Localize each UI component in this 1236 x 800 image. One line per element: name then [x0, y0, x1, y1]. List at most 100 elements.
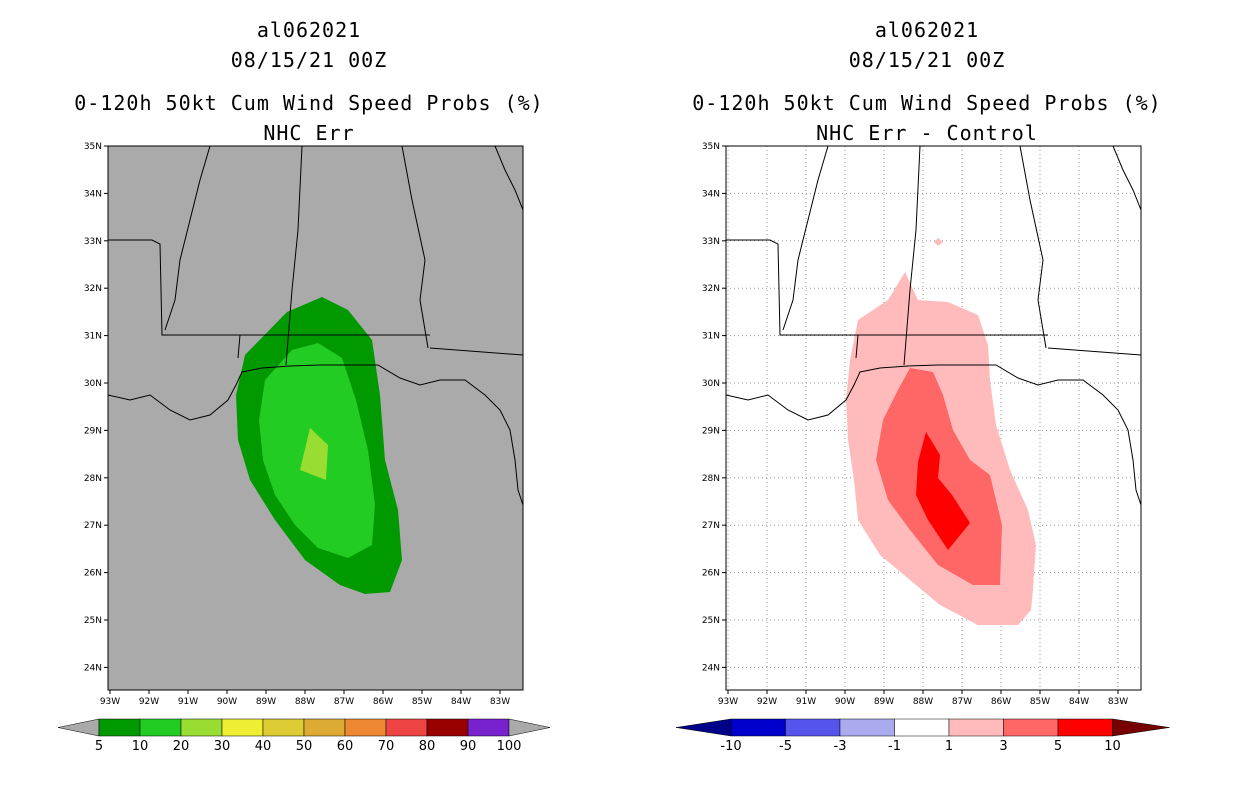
- right-map-frame: [725, 145, 1142, 691]
- lon-label: 87W: [952, 697, 972, 707]
- lon-label: 89W: [874, 697, 894, 707]
- right-contour-5: [916, 432, 970, 550]
- colorbar-swatch: [98, 718, 141, 737]
- colorbar-swatch: [139, 718, 182, 737]
- left-panel: al062021 08/15/21 00Z 0-120h 50kt Cum Wi…: [57, 18, 551, 754]
- colorbar-swatch: [894, 718, 950, 737]
- lon-label: 84W: [1069, 697, 1089, 707]
- left-storm-id: al062021: [256, 18, 362, 42]
- colorbar-swatch: [262, 718, 305, 737]
- lat-label: 33N: [702, 237, 720, 247]
- left-coastlines: [108, 146, 523, 506]
- colorbar-swatch: [467, 718, 510, 737]
- lat-label: 25N: [702, 616, 720, 626]
- lat-label: 35N: [84, 142, 102, 152]
- lon-label: 88W: [913, 697, 933, 707]
- colorbar-label: 3: [999, 739, 1007, 754]
- lon-label: 93W: [100, 697, 120, 707]
- colorbar-label: -10: [720, 739, 741, 754]
- colorbar-swatch: [839, 718, 895, 737]
- lat-label: 29N: [84, 426, 102, 436]
- colorbar-swatch: [785, 718, 841, 737]
- right-contour-3: [876, 368, 1002, 585]
- colorbar-low-end: [675, 718, 732, 737]
- colorbar-label: 30: [214, 739, 231, 754]
- colorbar-swatch: [426, 718, 469, 737]
- colorbar-label: -1: [888, 739, 901, 754]
- lat-label: 29N: [702, 426, 720, 436]
- left-lat-axis: 35N 34N 33N 32N 31N 30N 29N 28N 27N 26N 25N 24N: [84, 142, 108, 673]
- colorbar-label: 20: [173, 739, 190, 754]
- colorbar-swatch: [303, 718, 346, 737]
- lon-label: 90W: [217, 697, 237, 707]
- colorbar-label: 1: [945, 739, 953, 754]
- lat-label: 32N: [84, 284, 102, 294]
- lat-label: 31N: [84, 332, 102, 342]
- right-coastlines: [726, 146, 1141, 506]
- lat-label: 24N: [702, 663, 720, 673]
- colorbar-high-end: [508, 718, 551, 737]
- lon-label: 88W: [295, 697, 315, 707]
- right-datetime: 08/15/21 00Z: [848, 48, 1006, 72]
- colorbar-swatch: [221, 718, 264, 737]
- colorbar-swatch: [385, 718, 428, 737]
- colorbar-swatch: [344, 718, 387, 737]
- lat-label: 34N: [702, 189, 720, 199]
- right-product-title: 0-120h 50kt Cum Wind Speed Probs (%): [692, 91, 1162, 115]
- lon-label: 92W: [139, 697, 159, 707]
- colorbar-swatch: [1003, 718, 1059, 737]
- left-map-frame: [107, 145, 524, 691]
- lon-label: 93W: [718, 697, 738, 707]
- lat-label: 30N: [702, 379, 720, 389]
- colorbar-label: 60: [337, 739, 354, 754]
- colorbar-label: -5: [779, 739, 792, 754]
- colorbar-label: 80: [419, 739, 436, 754]
- lat-label: 30N: [84, 379, 102, 389]
- right-panel: al062021 08/15/21 00Z 0-120h 50kt Cum Wi…: [618, 0, 1236, 800]
- lon-label: 85W: [412, 697, 432, 707]
- lat-label: 24N: [84, 663, 102, 673]
- colorbar-label: 10: [1104, 739, 1121, 754]
- colorbar-label: 5: [1054, 739, 1062, 754]
- left-colorbar: [57, 718, 551, 737]
- left-map: 35N 34N 33N 32N 31N 30N 29N 28N 27N 26N 25N 24N 93W…: [57, 142, 551, 754]
- lon-label: 85W: [1030, 697, 1050, 707]
- lat-label: 28N: [84, 474, 102, 484]
- colorbar-label: 90: [460, 739, 477, 754]
- colorbar-label: 10: [132, 739, 149, 754]
- left-product-title: 0-120h 50kt Cum Wind Speed Probs (%): [74, 91, 544, 115]
- colorbar-swatch: [1057, 718, 1113, 737]
- colorbar-swatch: [730, 718, 786, 737]
- lon-label: 86W: [373, 697, 393, 707]
- lon-label: 86W: [991, 697, 1011, 707]
- left-lon-axis: 93W 92W 91W 90W 89W 88W 87W 86W 85W 84W 83W: [100, 690, 510, 707]
- lon-label: 83W: [490, 697, 510, 707]
- colorbar-swatch: [948, 718, 1004, 737]
- colorbar-label: 100: [497, 739, 522, 754]
- lon-label: 91W: [796, 697, 816, 707]
- lat-label: 27N: [84, 521, 102, 531]
- right-lat-axis: 35N 34N 33N 32N 31N 30N 29N 28N 27N 26N 25N 24N: [702, 142, 726, 673]
- lat-label: 34N: [84, 189, 102, 199]
- colorbar-high-end: [1112, 718, 1170, 737]
- right-storm-id: al062021: [874, 18, 980, 42]
- lat-label: 28N: [702, 474, 720, 484]
- colorbar-label: 50: [296, 739, 313, 754]
- lon-label: 92W: [757, 697, 777, 707]
- colorbar-swatch: [180, 718, 223, 737]
- left-subtitle: NHC Err: [263, 121, 355, 145]
- colorbar-label: 40: [255, 739, 272, 754]
- lat-label: 27N: [702, 521, 720, 531]
- lat-label: 32N: [702, 284, 720, 294]
- right-subtitle: NHC Err - Control: [816, 121, 1038, 145]
- right-map: 35N 34N 33N 32N 31N 30N 29N 28N 27N 26N 25N 24N 93W…: [675, 142, 1170, 754]
- colorbar-label: 70: [378, 739, 395, 754]
- lat-label: 31N: [702, 332, 720, 342]
- right-colorbar: [675, 718, 1170, 737]
- colorbar-low-end: [57, 718, 100, 737]
- lat-label: 35N: [702, 142, 720, 152]
- lat-label: 33N: [84, 237, 102, 247]
- left-datetime: 08/15/21 00Z: [230, 48, 388, 72]
- right-lon-axis: 93W 92W 91W 90W 89W 88W 87W 86W 85W 84W 83W: [718, 690, 1128, 707]
- lon-label: 87W: [334, 697, 354, 707]
